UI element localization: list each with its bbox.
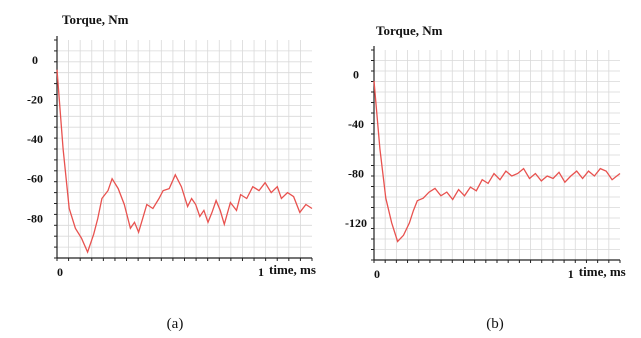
y-tick-label: -20: [27, 92, 43, 106]
y-tick-label: -80: [348, 167, 364, 181]
y-tick-label: -60: [27, 172, 43, 186]
y-tick-label: -120: [345, 216, 367, 230]
y-tick-label: -80: [27, 211, 43, 225]
y-tick-label: 0: [353, 68, 359, 82]
y-tick-label: -40: [348, 117, 364, 131]
x-tick-label: 0: [57, 265, 63, 279]
x-tick-label: 1: [258, 265, 264, 279]
panel-caption: (b): [486, 316, 504, 332]
panel-caption: (a): [167, 316, 184, 332]
torque-line: [56, 69, 313, 254]
torque-line: [373, 80, 621, 243]
x-axis-label: time, ms: [269, 262, 316, 277]
chart-title: Torque, Nm: [376, 23, 443, 38]
x-tick-label: 0: [374, 267, 380, 281]
x-tick-label: 1: [568, 267, 574, 281]
chart-title: Torque, Nm: [62, 12, 129, 27]
chart-panel-a: Torque, Nm 0 -20 -40 -60 -80 0 1 time, ms (a): [27, 12, 316, 332]
x-axis-label: time, ms: [579, 264, 626, 279]
chart-panel-b: Torque, Nm 0 -40 -80 -120 0 1 time, ms (b): [345, 23, 626, 332]
y-tick-label: 0: [32, 53, 38, 67]
y-tick-label: -40: [27, 132, 43, 146]
